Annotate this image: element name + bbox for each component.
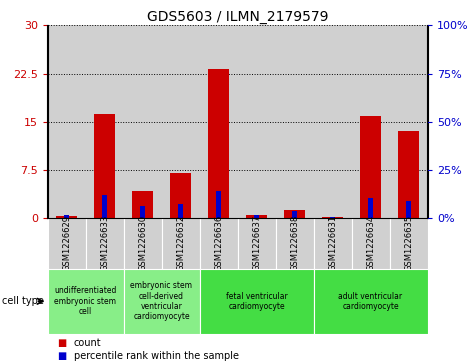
Bar: [246, 215, 267, 218]
Text: count: count: [74, 338, 101, 348]
Bar: [48, 218, 86, 269]
Bar: [352, 218, 390, 269]
Bar: [132, 191, 153, 218]
Bar: [124, 269, 200, 334]
Text: ■: ■: [57, 338, 66, 348]
Text: GSM1226633: GSM1226633: [100, 215, 109, 271]
Bar: [330, 217, 335, 218]
Title: GDS5603 / ILMN_2179579: GDS5603 / ILMN_2179579: [147, 11, 328, 24]
Bar: [170, 173, 191, 218]
Text: ■: ■: [57, 351, 66, 361]
Bar: [162, 25, 199, 218]
Bar: [390, 218, 428, 269]
Text: GSM1226632: GSM1226632: [176, 215, 185, 271]
Bar: [102, 195, 107, 218]
Bar: [254, 216, 259, 218]
Text: embryonic stem
cell-derived
ventricular
cardiomyocyte: embryonic stem cell-derived ventricular …: [131, 281, 192, 321]
Bar: [162, 218, 199, 269]
Bar: [352, 25, 390, 218]
Bar: [216, 191, 221, 218]
Text: GSM1226635: GSM1226635: [404, 215, 413, 271]
Bar: [200, 218, 238, 269]
Text: GSM1226629: GSM1226629: [62, 215, 71, 271]
Text: percentile rank within the sample: percentile rank within the sample: [74, 351, 238, 361]
Text: fetal ventricular
cardiomyocyte: fetal ventricular cardiomyocyte: [226, 291, 287, 311]
Bar: [86, 218, 124, 269]
Bar: [390, 25, 428, 218]
Bar: [406, 201, 411, 218]
Bar: [314, 218, 352, 269]
Bar: [48, 25, 86, 218]
Bar: [314, 25, 352, 218]
Text: GSM1226638: GSM1226638: [290, 215, 299, 271]
Bar: [64, 215, 69, 218]
Bar: [360, 117, 381, 218]
Bar: [124, 25, 162, 218]
Text: GSM1226630: GSM1226630: [138, 215, 147, 271]
Bar: [94, 114, 115, 218]
Text: GSM1226634: GSM1226634: [366, 215, 375, 271]
Bar: [48, 269, 124, 334]
Bar: [292, 211, 297, 218]
Bar: [178, 204, 183, 218]
Bar: [276, 218, 314, 269]
Text: GSM1226631: GSM1226631: [328, 215, 337, 271]
Bar: [368, 197, 373, 218]
Bar: [208, 69, 229, 218]
Bar: [200, 269, 314, 334]
Text: undifferentiated
embryonic stem
cell: undifferentiated embryonic stem cell: [54, 286, 117, 316]
Bar: [86, 25, 124, 218]
Text: GSM1226637: GSM1226637: [252, 215, 261, 271]
Bar: [140, 206, 145, 218]
Bar: [238, 25, 276, 218]
Text: adult ventricular
cardiomyocyte: adult ventricular cardiomyocyte: [338, 291, 403, 311]
Bar: [322, 216, 343, 218]
Bar: [314, 269, 428, 334]
Bar: [56, 216, 77, 218]
Text: cell type: cell type: [2, 296, 44, 306]
Bar: [238, 218, 276, 269]
Bar: [200, 25, 238, 218]
Bar: [276, 25, 314, 218]
Text: GSM1226636: GSM1226636: [214, 215, 223, 271]
Bar: [398, 131, 419, 218]
Bar: [124, 218, 162, 269]
Bar: [284, 210, 305, 218]
